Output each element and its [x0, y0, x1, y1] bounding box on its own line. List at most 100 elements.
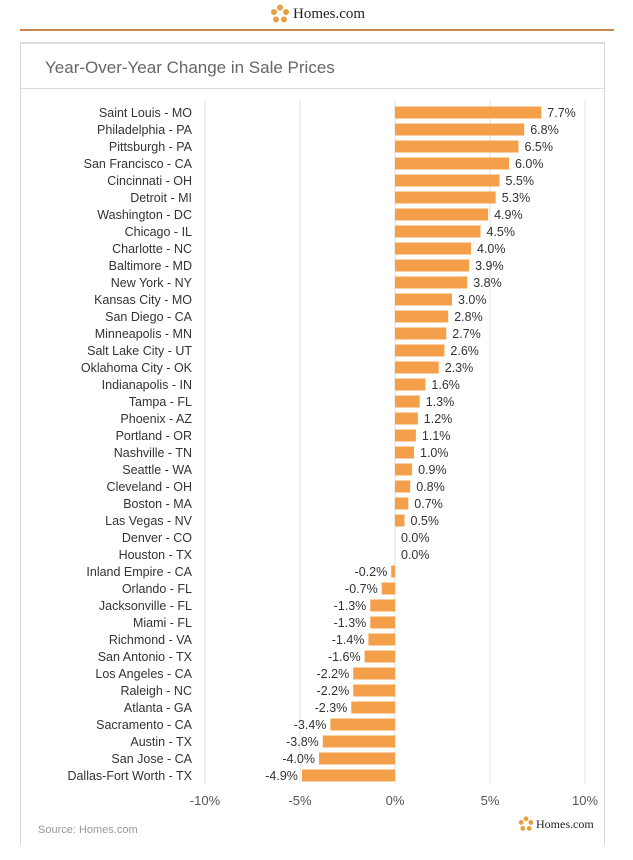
- data-label: 1.2%: [424, 412, 453, 426]
- category-label: Raleigh - NC: [120, 684, 192, 698]
- data-label: -3.8%: [286, 735, 319, 749]
- category-label: Charlotte - NC: [112, 242, 192, 256]
- homes-logo-icon: [271, 4, 289, 23]
- homes-logo-text: Homes.com: [293, 5, 366, 22]
- category-label: Jacksonville - FL: [99, 599, 192, 613]
- data-label: 0.8%: [416, 480, 445, 494]
- bar: [395, 276, 468, 289]
- data-label: -1.6%: [328, 650, 361, 664]
- category-label: Chicago - IL: [125, 225, 192, 239]
- bar: [395, 497, 409, 510]
- data-label: 7.7%: [547, 106, 576, 120]
- bar: [395, 174, 500, 187]
- data-label: 5.3%: [502, 191, 531, 205]
- bar: [395, 208, 489, 221]
- category-label: Oklahoma City - OK: [81, 361, 193, 375]
- data-label: 0.0%: [401, 548, 430, 562]
- bar: [395, 463, 413, 476]
- bar: [395, 344, 445, 357]
- bar: [395, 310, 449, 323]
- homes-logo: Homes.com: [270, 4, 365, 24]
- x-tick-label: 5%: [481, 793, 500, 808]
- category-label: Portland - OR: [116, 429, 192, 443]
- data-label: -0.7%: [345, 582, 378, 596]
- category-label: Salt Lake City - UT: [87, 344, 192, 358]
- bar: [370, 616, 395, 629]
- category-label: Boston - MA: [123, 497, 192, 511]
- category-label: Miami - FL: [133, 616, 192, 630]
- data-label: 0.7%: [414, 497, 443, 511]
- bar: [395, 106, 542, 119]
- data-label: -2.3%: [315, 701, 348, 715]
- category-label: Cincinnati - OH: [107, 174, 192, 188]
- category-label: Washington - DC: [97, 208, 192, 222]
- data-label: 0.0%: [401, 531, 430, 545]
- category-label: Houston - TX: [119, 548, 193, 562]
- category-label: Los Angeles - CA: [95, 667, 192, 681]
- data-label: 2.6%: [450, 344, 479, 358]
- category-label: Austin - TX: [130, 735, 192, 749]
- data-label: 1.3%: [426, 395, 455, 409]
- bar: [381, 582, 395, 595]
- bar: [368, 633, 395, 646]
- x-tick-label: 0%: [386, 793, 405, 808]
- bar: [395, 191, 496, 204]
- data-label: -1.3%: [334, 616, 367, 630]
- category-label: Detroit - MI: [130, 191, 192, 205]
- bar: [395, 293, 452, 306]
- data-label: -4.0%: [282, 752, 315, 766]
- bar: [395, 412, 418, 425]
- bar: [395, 514, 405, 527]
- category-label: Tampa - FL: [129, 395, 192, 409]
- bar: [395, 123, 525, 136]
- data-label: 3.0%: [458, 293, 487, 307]
- data-label: 2.7%: [452, 327, 481, 341]
- category-label: Indianapolis - IN: [102, 378, 192, 392]
- bar: [391, 565, 395, 578]
- data-label: 2.8%: [454, 310, 483, 324]
- header-divider: [20, 29, 614, 31]
- data-label: -2.2%: [317, 667, 350, 681]
- category-label: Dallas-Fort Worth - TX: [67, 769, 192, 783]
- data-label: 6.5%: [525, 140, 554, 154]
- category-label: Inland Empire - CA: [86, 565, 192, 579]
- data-label: 1.0%: [420, 446, 449, 460]
- bar: [395, 429, 416, 442]
- bar: [395, 259, 470, 272]
- title-divider: [21, 88, 605, 89]
- bar: [353, 684, 395, 697]
- bar: [395, 480, 411, 493]
- data-label: -3.4%: [294, 718, 327, 732]
- data-label: 2.3%: [445, 361, 474, 375]
- category-label: Orlando - FL: [122, 582, 192, 596]
- bar: [319, 752, 395, 765]
- data-label: 6.0%: [515, 157, 544, 171]
- category-label: San Jose - CA: [111, 752, 192, 766]
- data-label: -2.2%: [317, 684, 350, 698]
- category-label: Philadelphia - PA: [97, 123, 193, 137]
- bar: [395, 327, 447, 340]
- data-label: 4.0%: [477, 242, 506, 256]
- category-label: San Antonio - TX: [98, 650, 193, 664]
- footer-logo-text: Homes.com: [536, 816, 594, 831]
- category-label: New York - NY: [111, 276, 193, 290]
- category-label: Nashville - TN: [114, 446, 192, 460]
- x-tick-label: 10%: [572, 793, 598, 808]
- category-label: Saint Louis - MO: [99, 106, 192, 120]
- data-label: 3.8%: [473, 276, 502, 290]
- x-tick-label: -5%: [288, 793, 312, 808]
- data-label: 0.9%: [418, 463, 447, 477]
- data-label: 3.9%: [475, 259, 504, 273]
- data-label: 1.1%: [422, 429, 451, 443]
- source-note: Source: Homes.com: [38, 824, 138, 836]
- bar: [370, 599, 395, 612]
- bar: [395, 140, 519, 153]
- data-label: 1.6%: [431, 378, 460, 392]
- data-label: 0.5%: [411, 514, 440, 528]
- chart-title: Year-Over-Year Change in Sale Prices: [45, 58, 335, 77]
- category-label: Atlanta - GA: [124, 701, 193, 715]
- bar: [395, 378, 426, 391]
- bar: [395, 395, 420, 408]
- data-label: -4.9%: [265, 769, 298, 783]
